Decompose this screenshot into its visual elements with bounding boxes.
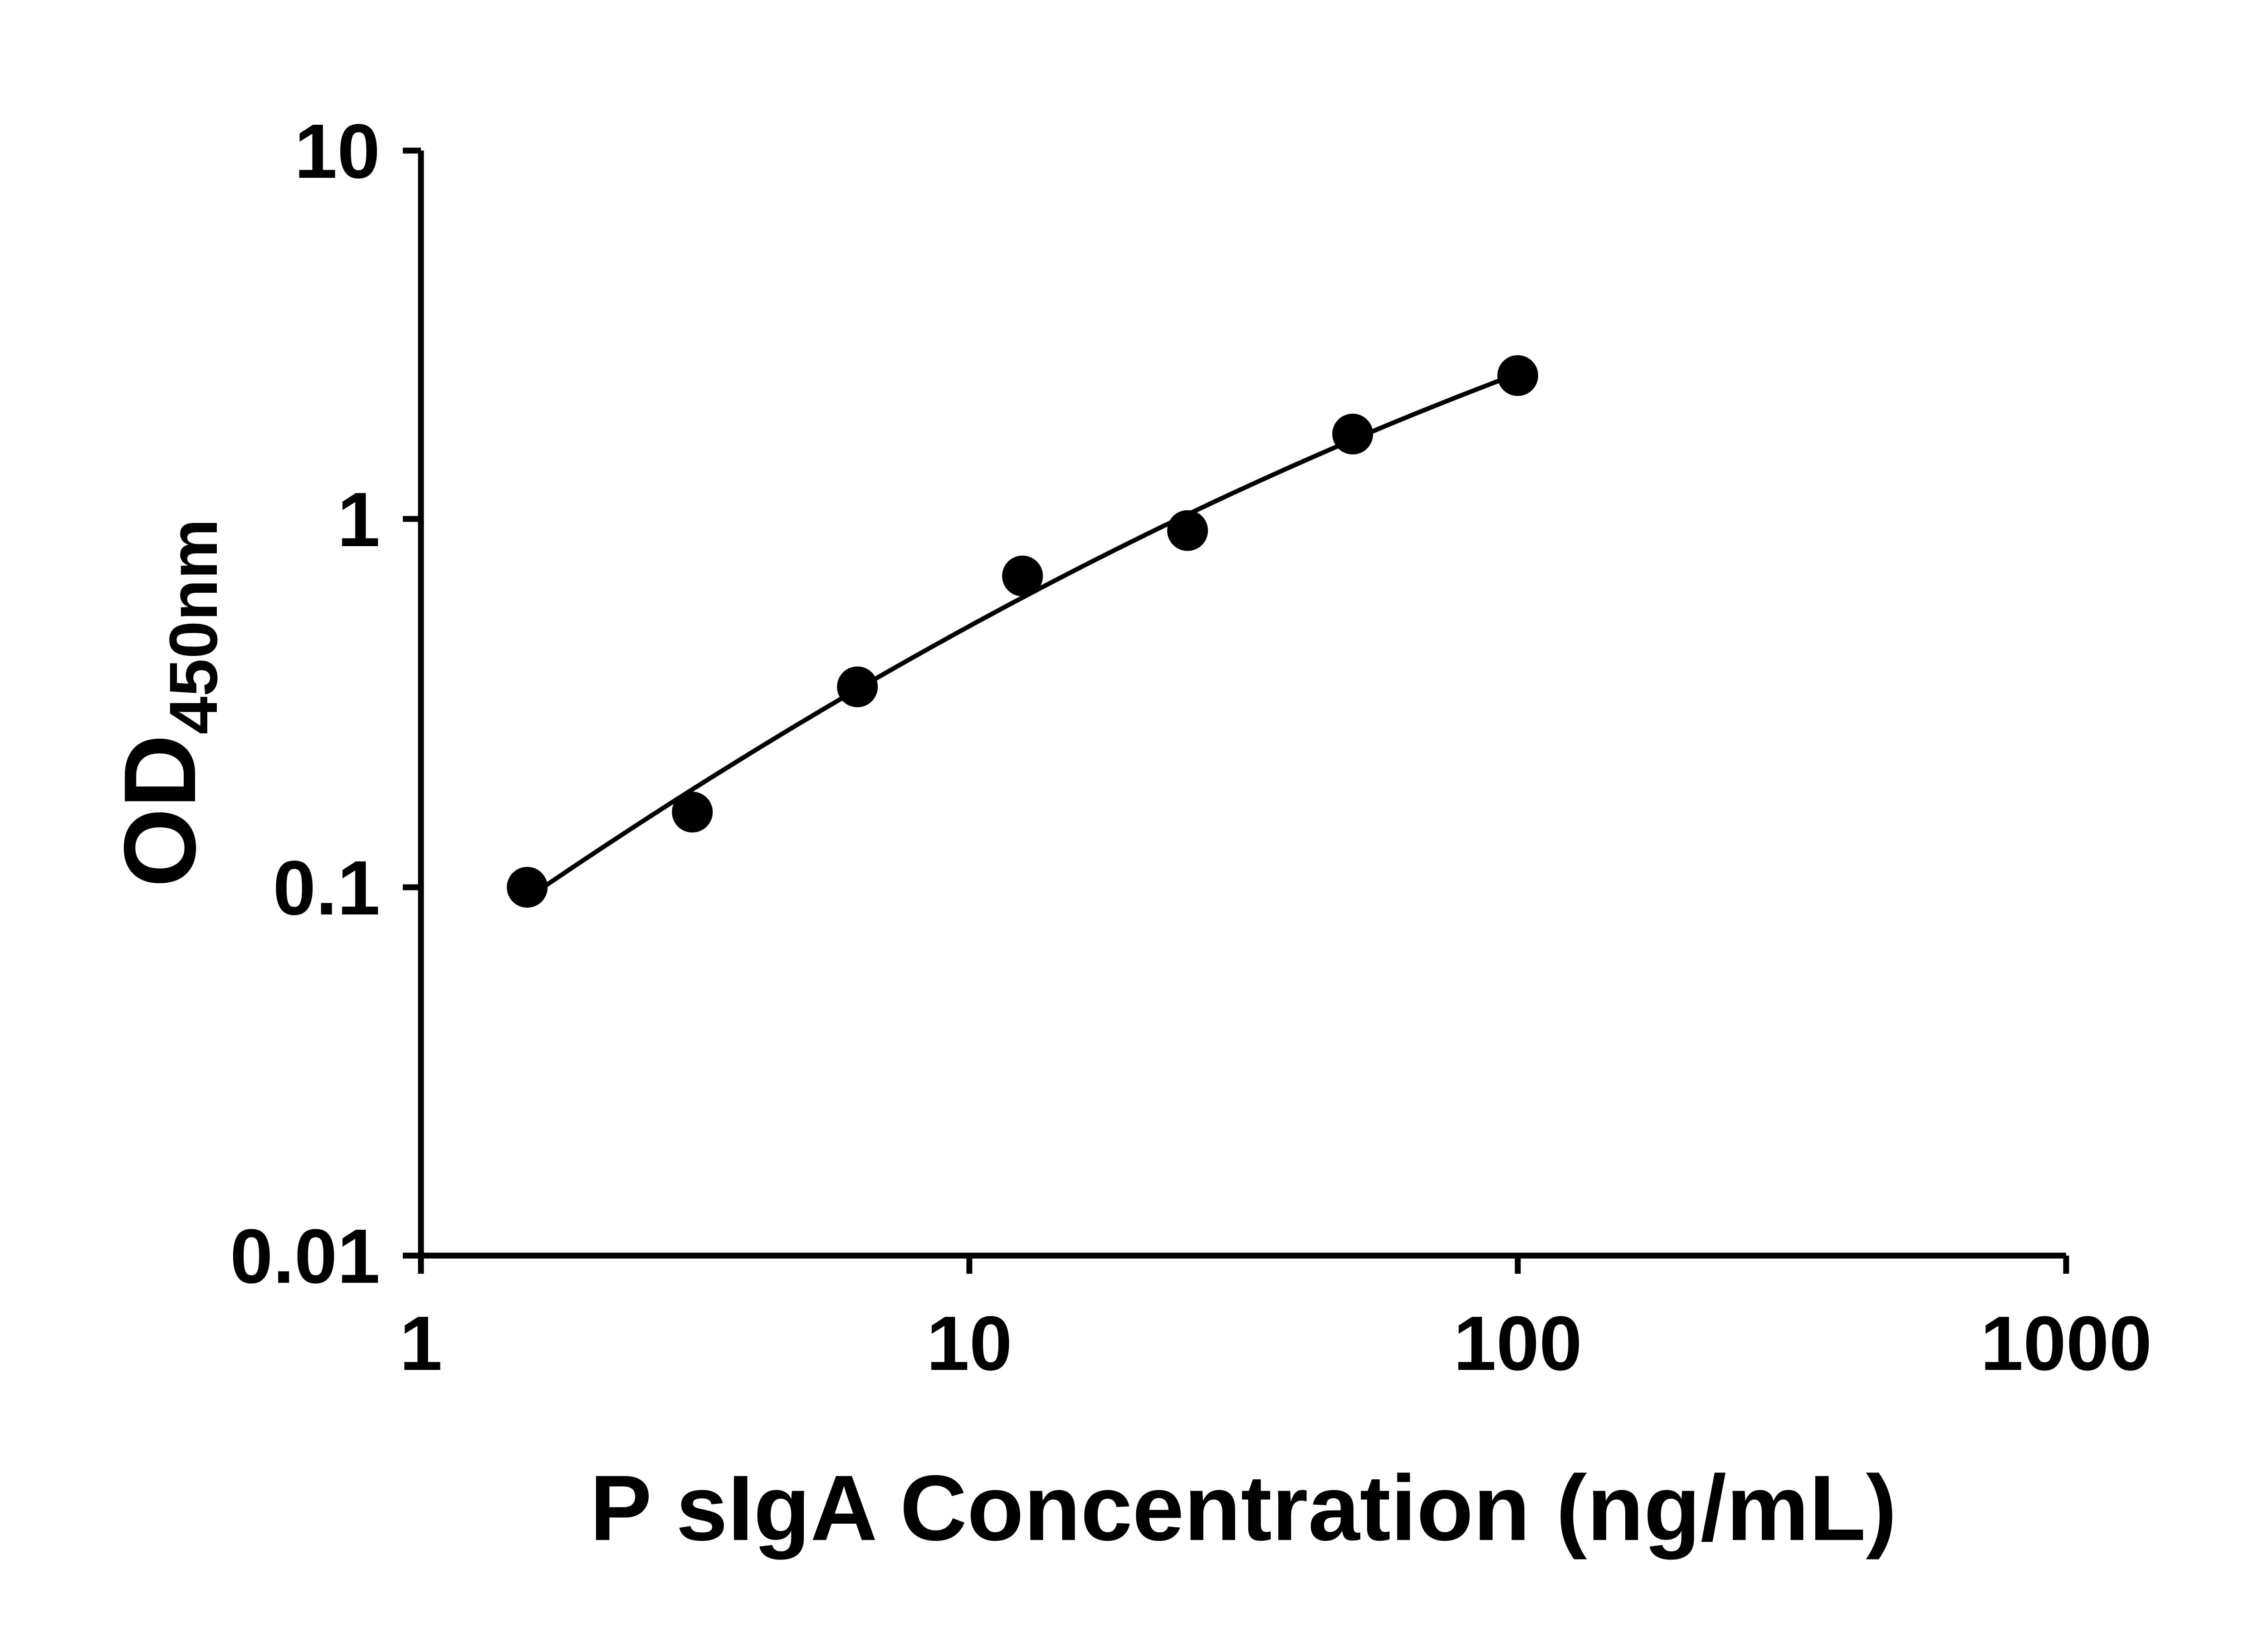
x-tick-label: 100	[1453, 1301, 1582, 1387]
y-axis-title: OD450nm	[103, 519, 231, 888]
y-axis-title-subscript: 450nm	[155, 519, 231, 734]
data-point	[1332, 413, 1374, 455]
x-axis-title: P sIgA Concentration (ng/mL)	[590, 1456, 1897, 1560]
data-point	[672, 792, 713, 833]
data-point	[837, 666, 878, 708]
y-tick-label: 0.01	[230, 1213, 380, 1300]
y-axis-title-main: OD	[103, 734, 217, 888]
data-point	[507, 867, 548, 908]
x-tick-label: 1	[400, 1301, 443, 1387]
x-tick-label: 10	[926, 1301, 1012, 1387]
data-point	[1497, 355, 1538, 396]
y-tick-label: 0.1	[273, 845, 380, 931]
plot-area: 1 10 100 1000 0.01 0.1 1 10	[230, 108, 2152, 1387]
axis-spines	[418, 151, 2066, 1259]
x-tick-label: 1000	[1980, 1301, 2152, 1387]
y-tick-label: 1	[337, 477, 380, 563]
data-point	[1167, 510, 1208, 551]
data-point	[1002, 555, 1043, 596]
y-tick-label: 10	[294, 108, 380, 195]
